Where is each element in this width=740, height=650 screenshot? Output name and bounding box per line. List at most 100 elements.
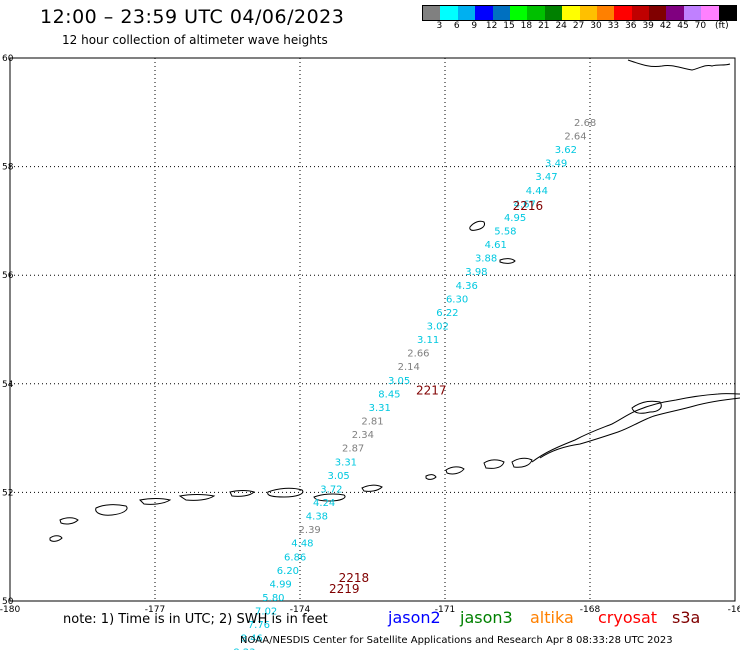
wave-height-label: 4.44 — [526, 186, 548, 197]
wave-height-label: 5.80 — [262, 593, 284, 604]
legend-swatch — [544, 6, 563, 20]
legend-swatch — [562, 6, 580, 20]
legend-swatch — [649, 6, 667, 20]
landmass — [49, 59, 740, 542]
longitude-label: -168 — [580, 605, 601, 615]
legend-swatch — [683, 6, 702, 20]
legend-tick-label: 18 — [520, 21, 533, 31]
satellite-jason2: jason2 — [388, 608, 441, 627]
wave-height-label: 2.39 — [299, 525, 321, 536]
legend-tick-label: (ft) — [715, 21, 729, 31]
latitude-label: 52 — [2, 488, 13, 498]
legend-tick-label: 30 — [590, 21, 602, 31]
island-kiska-group — [178, 494, 216, 501]
wave-height-label: 3.11 — [417, 335, 439, 346]
axis-labels: -180 -177 -174 -171 -168 -16 60 58 56 54 52 50 — [0, 54, 740, 615]
map-title: 12:00 – 23:59 UTC 04/06/2023 — [40, 6, 345, 28]
wave-height-label: 3.47 — [535, 172, 557, 183]
island-rat-islands — [138, 498, 172, 505]
wave-height-label: 2.68 — [574, 118, 596, 129]
legend-swatch — [440, 6, 458, 20]
legend-swatch — [457, 6, 476, 20]
wave-height-label: 2.64 — [564, 131, 586, 142]
pass-id-label: 2216 — [513, 199, 544, 213]
legend-swatch — [423, 6, 441, 20]
legend-tick-label: 3 — [436, 21, 443, 31]
satellite-cryosat: cryosat — [598, 608, 658, 627]
wave-height-label: 3.31 — [335, 457, 357, 468]
wave-height-label: 3.98 — [465, 267, 487, 278]
wave-height-label: 8.23 — [233, 647, 255, 650]
wave-height-label: 3.72 — [320, 484, 342, 495]
latitude-label: 50 — [2, 597, 14, 607]
island-atka-chain — [313, 493, 346, 502]
wave-height-label: 3.02 — [427, 322, 449, 333]
alaska-coast-north — [627, 59, 731, 71]
legend-swatch — [475, 6, 493, 20]
legend-tick-label: 39 — [642, 21, 654, 31]
wave-height-label: 2.34 — [352, 430, 374, 441]
island-amlia — [361, 484, 383, 492]
legend-swatch — [579, 6, 597, 20]
wave-height-label: 4.67 — [514, 199, 536, 210]
legend-swatch — [509, 6, 528, 20]
map-frame — [9, 57, 736, 602]
legend-swatch — [527, 6, 545, 20]
latitude-label: 56 — [2, 271, 14, 281]
satellite-altika: altika — [530, 608, 574, 627]
wave-height-label: 5.58 — [494, 226, 516, 237]
legend-tick-label: 24 — [555, 21, 567, 31]
satellite-track: 2.68 2.64 3.62 3.49 3.47 4.44 4.67 4.95 5.58 4.61… — [233, 118, 596, 650]
wave-height-label: 8.46 — [241, 634, 263, 645]
wave-height-label: 4.48 — [291, 539, 313, 550]
alaska-peninsula — [531, 393, 740, 463]
island-umnak — [445, 466, 465, 475]
legend-tick-label: 6 — [453, 21, 460, 31]
legend-tick-label: 21 — [538, 21, 550, 31]
footer-note: note: 1) Time is in UTC; 2) SWH is in fe… — [63, 612, 328, 627]
pribilof-island-st-paul — [469, 220, 485, 231]
island-commander — [49, 535, 63, 542]
latitude-label: 58 — [2, 163, 14, 173]
map-subtitle: 12 hour collection of altimeter wave hei… — [62, 33, 328, 47]
legend-swatch — [666, 6, 684, 20]
wave-height-label: 4.24 — [313, 498, 335, 509]
wave-height-label: 2.87 — [342, 444, 364, 455]
wave-height-color-legend — [422, 5, 738, 21]
longitude-label: -174 — [290, 605, 311, 615]
longitude-label: -171 — [435, 605, 455, 615]
legend-tick-label: 9 — [471, 21, 478, 31]
pass-id-label: 2218 — [339, 571, 370, 585]
legend-tick-labels: 3 6 9 12 15 18 21 24 27 30 33 36 39 42 45 70 (ft) — [422, 21, 740, 35]
satellite-s3a: s3a — [672, 608, 701, 627]
wave-height-label: 4.36 — [456, 281, 478, 292]
legend-swatch — [631, 6, 650, 20]
wave-height-label: 2.14 — [398, 362, 420, 373]
island-tanaga — [229, 490, 255, 497]
legend-swatch — [718, 6, 737, 20]
wave-height-label: 7.76 — [248, 620, 270, 631]
legend-tick-label: 27 — [572, 21, 585, 31]
legend-tick-label: 70 — [694, 21, 707, 31]
island-adak — [267, 487, 304, 498]
legend-tick-label: 12 — [485, 21, 498, 31]
island-near-islands — [59, 517, 79, 525]
longitude-label: -177 — [145, 605, 165, 615]
legend-swatch — [492, 6, 510, 20]
latitude-label: 54 — [2, 380, 14, 390]
island-islands-of-four-mountains — [425, 474, 437, 480]
wave-height-label: 6.86 — [284, 552, 306, 563]
legend-tick-label: 42 — [659, 21, 672, 31]
kodiak-area — [631, 400, 662, 414]
latitude-label: 60 — [2, 54, 14, 64]
wave-height-label: 3.05 — [388, 376, 410, 387]
wave-height-label: 8.45 — [378, 389, 400, 400]
wave-height-label: 3.05 — [328, 471, 350, 482]
wave-height-label: 4.38 — [306, 512, 328, 523]
footer-credit: NOAA/NESDIS Center for Satellite Applica… — [240, 635, 673, 646]
wave-height-label: 3.88 — [475, 254, 497, 265]
legend-tick-label: 36 — [625, 21, 637, 31]
legend-swatch — [701, 6, 719, 20]
unimak-island — [511, 457, 533, 468]
